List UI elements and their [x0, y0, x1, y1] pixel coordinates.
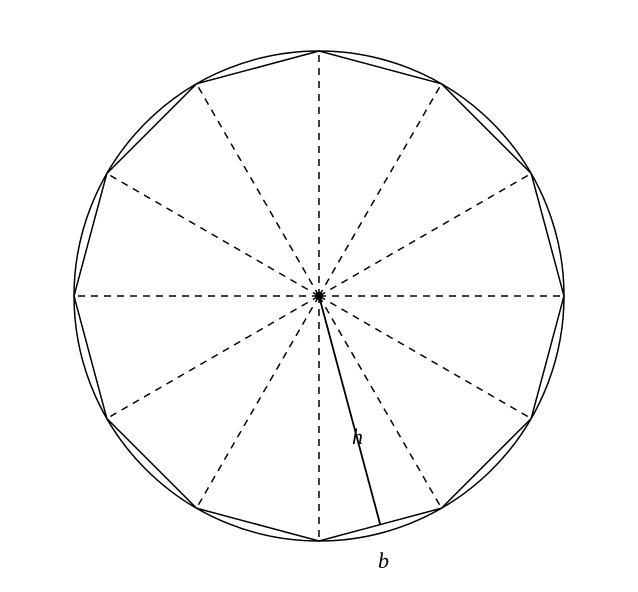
base-label: b — [378, 548, 389, 574]
height-label: h — [352, 424, 363, 450]
geometric-diagram: h b — [0, 0, 638, 592]
diagram-svg — [0, 0, 638, 592]
